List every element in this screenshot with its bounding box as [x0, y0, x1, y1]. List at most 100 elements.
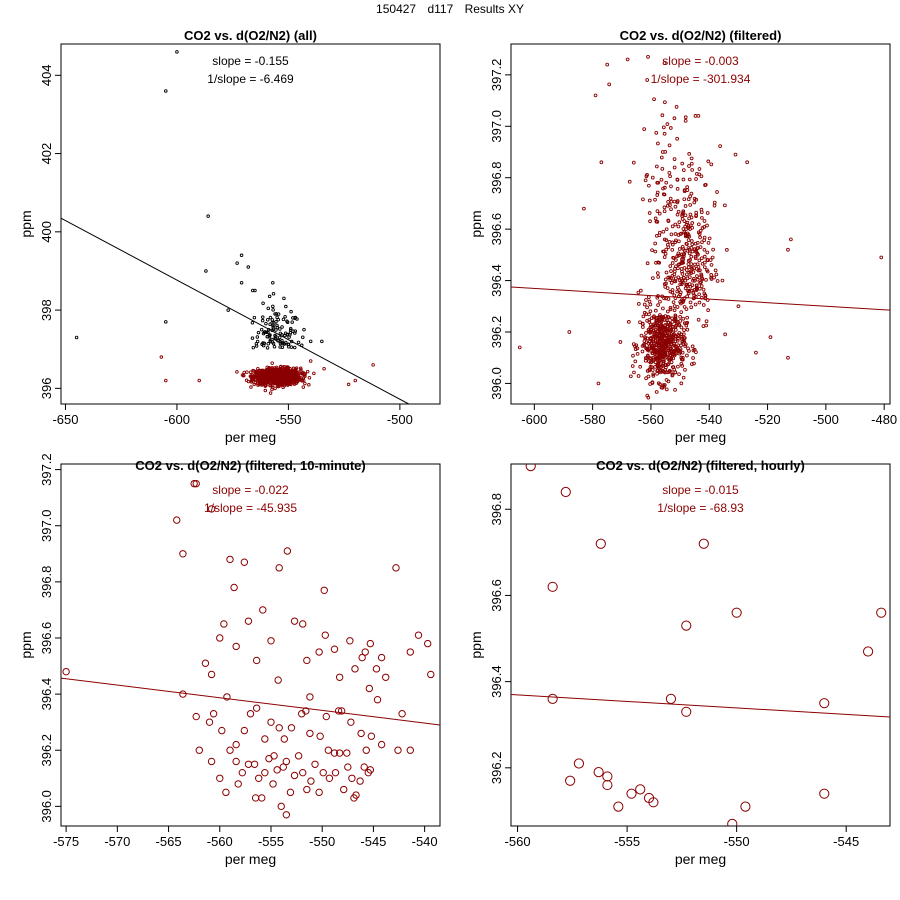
data-point: [693, 302, 698, 307]
data-point: [675, 289, 680, 294]
data-layer: [61, 479, 440, 819]
data-point: [649, 356, 654, 361]
data-point: [670, 247, 675, 252]
plot-frame: [510, 463, 891, 827]
data-point: [272, 345, 277, 349]
data-point: [684, 272, 689, 277]
data-point: [675, 254, 680, 259]
data-point: [201, 659, 210, 667]
data-point: [246, 710, 255, 718]
data-point: [690, 249, 695, 254]
data-point: [279, 383, 284, 387]
data-point: [648, 365, 653, 369]
data-point: [669, 232, 674, 237]
data-point: [671, 350, 676, 355]
data-point: [655, 295, 660, 300]
data-point: [662, 255, 667, 259]
data-point: [662, 209, 667, 214]
data-point: [288, 331, 293, 335]
data-point: [322, 367, 326, 371]
data-point: [273, 376, 277, 381]
data-point: [656, 141, 660, 146]
data-point: [702, 260, 707, 265]
data-point: [207, 757, 216, 766]
data-point: [361, 648, 369, 656]
data-point: [645, 369, 650, 373]
data-point: [670, 273, 675, 278]
data-point: [712, 200, 717, 205]
data-point: [675, 212, 680, 217]
data-point: [279, 379, 284, 384]
x-tick-label: -560: [505, 834, 531, 849]
x-tick-label: -500: [387, 412, 413, 427]
data-point: [700, 216, 704, 220]
data-point: [682, 305, 687, 309]
data-point: [268, 391, 273, 395]
data-point: [220, 620, 228, 628]
data-point: [660, 113, 665, 118]
data-point: [684, 268, 689, 272]
data-point: [648, 382, 652, 386]
data-point: [287, 724, 296, 732]
data-point: [660, 354, 665, 359]
data-point: [300, 379, 304, 383]
data-point: [655, 220, 660, 224]
x-tick-label: -565: [156, 834, 182, 849]
x-axis: -600 -580 -560 -540 -520 -500 -480: [521, 404, 897, 427]
y-tick-label: 397.2: [489, 59, 504, 92]
data-point: [273, 381, 277, 385]
data-point: [292, 345, 297, 350]
data-point: [670, 224, 675, 229]
data-point: [282, 372, 287, 377]
data-point: [651, 276, 655, 280]
data-point: [266, 330, 270, 335]
data-point: [296, 370, 301, 374]
data-point: [655, 369, 660, 373]
chart-title: CO2 vs. d(O2/N2) (filtered, hourly): [596, 458, 805, 473]
data-point: [655, 164, 659, 169]
data-point: [276, 368, 281, 373]
data-point: [681, 706, 692, 717]
data-point: [668, 196, 673, 201]
data-point: [672, 318, 677, 322]
data-point: [688, 227, 692, 231]
data-point: [704, 319, 709, 324]
x-tick-label: -550: [724, 834, 750, 849]
data-point: [673, 387, 677, 392]
data-point: [272, 372, 277, 377]
data-point: [271, 372, 275, 376]
y-axis: 396.0 396.2 396.4 396.6 396.8 397.0 397.2: [39, 453, 61, 823]
data-point: [666, 199, 670, 204]
page-title: 150427 d117 Results XY: [0, 2, 900, 16]
data-point: [305, 369, 310, 374]
data-point: [679, 355, 684, 360]
data-point: [681, 620, 692, 631]
data-point: [573, 758, 585, 769]
data-point: [687, 234, 692, 239]
data-point: [259, 380, 264, 385]
data-point: [260, 318, 265, 323]
data-point: [245, 370, 249, 374]
data-point: [657, 230, 662, 235]
data-point: [712, 203, 717, 208]
data-point: [686, 246, 691, 250]
data-point: [702, 247, 707, 252]
data-point: [277, 802, 285, 811]
data-point: [682, 230, 687, 235]
data-point: [357, 729, 365, 738]
data-point: [266, 306, 271, 311]
data-point: [680, 161, 685, 166]
data-point: [268, 315, 273, 320]
data-point: [681, 299, 686, 303]
data-point: [655, 340, 660, 344]
data-point: [689, 245, 694, 250]
data-point: [294, 752, 303, 760]
data-point: [692, 287, 697, 292]
data-point: [671, 300, 676, 305]
data-point: [664, 281, 668, 286]
data-point: [253, 373, 257, 377]
data-point: [254, 342, 259, 346]
data-point: [690, 362, 694, 366]
y-tick-label: 396.8: [39, 566, 54, 599]
data-point: [289, 345, 294, 349]
